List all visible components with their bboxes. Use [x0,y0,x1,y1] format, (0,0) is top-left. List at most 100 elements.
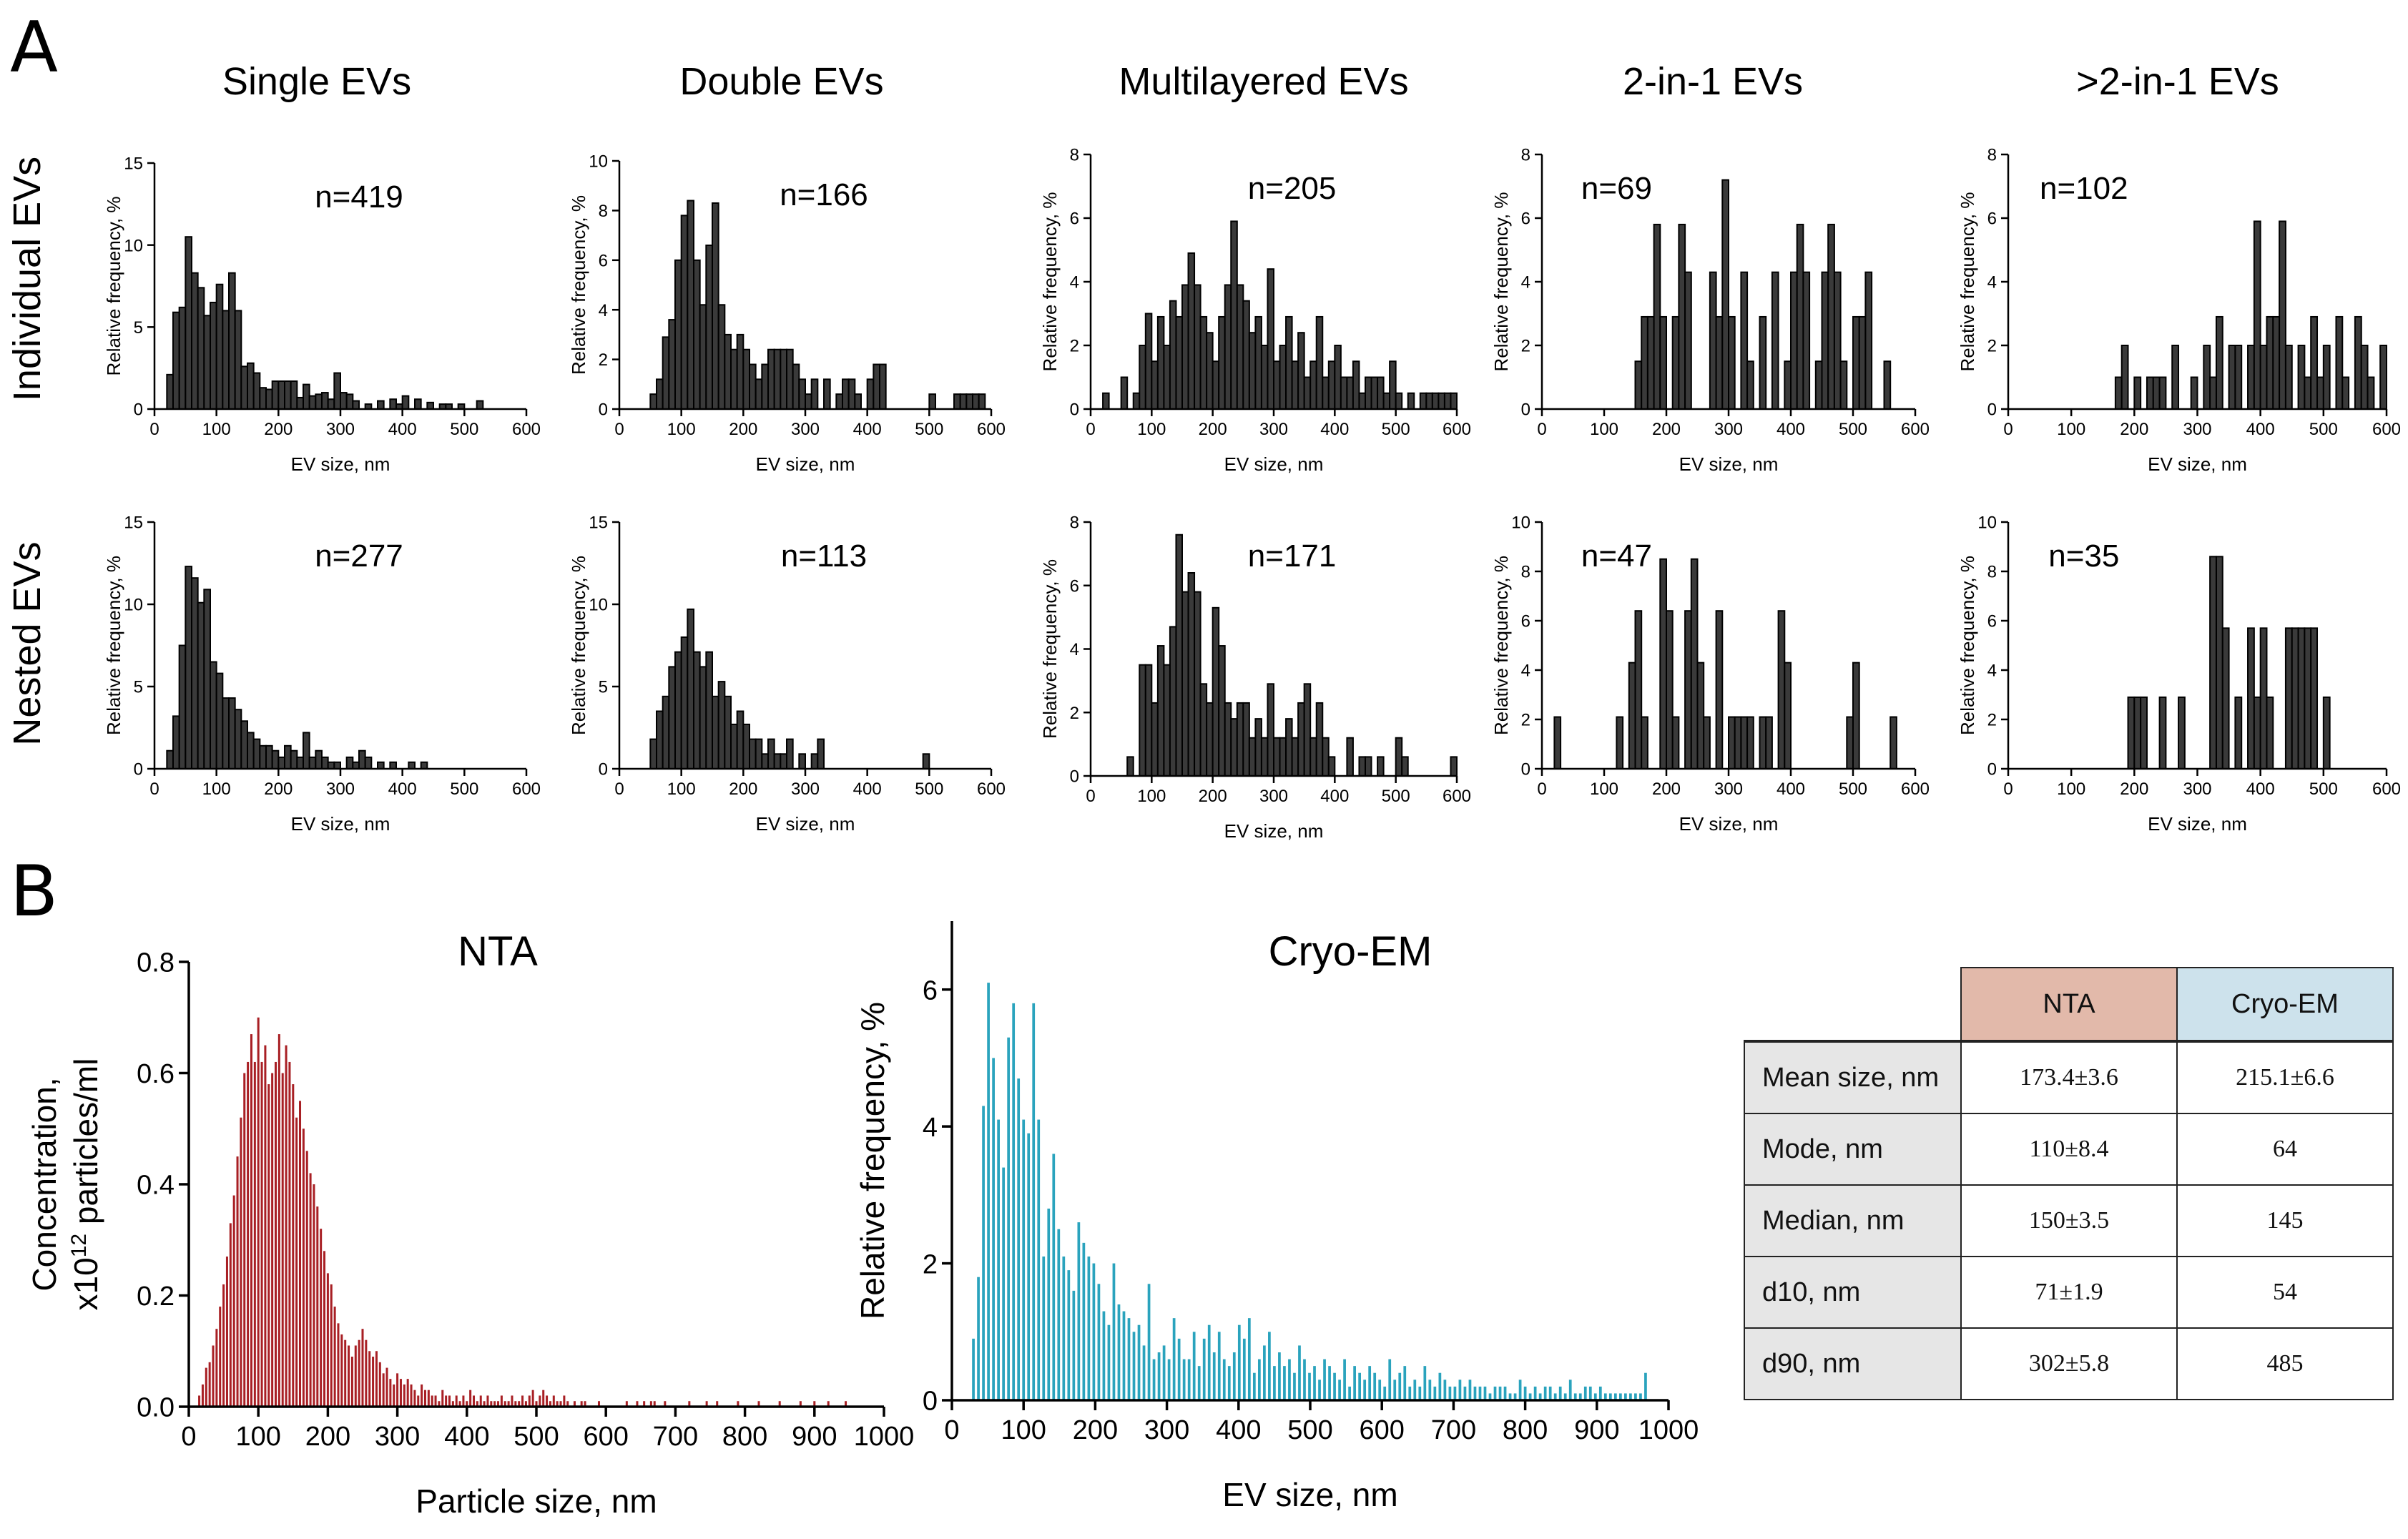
bar [210,661,217,770]
y-tick-label: 8 [1070,146,1079,165]
bar [1309,737,1317,777]
bar [705,651,714,770]
bar [2322,696,2331,770]
y-tick-label: 4 [923,1113,938,1143]
bar [479,1395,482,1407]
bar [1037,1119,1041,1400]
bar [656,710,664,770]
bar [767,738,775,770]
y-tick-label: 0 [1987,760,1997,780]
y-tick-label: 0 [134,400,143,420]
bar [1323,1359,1326,1400]
bar [1666,610,1674,770]
y-tick-label: 4 [1521,273,1530,292]
bar [1839,360,1848,410]
chart-gt2in1-nested: 0 100 200 300 400 500 600 0 2 4 6 8 10 EV size, nm Rel… [1957,513,2401,835]
x-tick-label: 0 [149,780,159,799]
bar [2152,376,2161,410]
bar [705,1401,708,1407]
bar [1132,392,1141,410]
bar [2379,345,2387,410]
bar [1067,1270,1071,1400]
bar [2310,627,2319,770]
x-tick-label: 200 [2120,420,2148,439]
bar [352,400,360,410]
bar [755,738,763,770]
bar [1194,284,1201,410]
bar [166,373,175,410]
bar [290,749,298,770]
bar [2133,696,2142,770]
bar [410,1384,413,1407]
bar [1709,271,1717,410]
y-axis-label-line1: Concentration, [26,1077,63,1291]
bar [1242,300,1250,410]
bar [680,215,689,410]
bar [323,1251,326,1407]
bar [1568,1380,1572,1400]
bar [531,1390,534,1407]
x-tick-label: 0 [2003,420,2013,439]
x-tick-label: 100 [1590,420,1618,439]
bar [1413,1380,1417,1400]
bar [305,1151,308,1407]
chart-multi-individual: 0 100 200 300 400 500 600 0 2 4 6 8 EV size, nm Relat… [1039,146,1471,475]
bar [1423,1366,1427,1400]
bar [2259,627,2268,770]
bar [798,753,806,770]
bar [693,651,701,770]
y-tick-label: 4 [1987,273,1997,292]
bar [625,1401,628,1407]
x-tick-label: 100 [202,780,231,799]
x-tick-label: 100 [1137,787,1166,806]
bar [352,761,360,770]
bar [2304,627,2312,770]
bar [1796,223,1804,410]
bar [817,738,825,770]
bar [982,1106,985,1400]
bar [375,1351,378,1407]
bar [680,636,689,770]
bar [1508,1393,1512,1400]
bar [445,1395,448,1407]
bar [1218,645,1226,777]
bar [2234,345,2243,410]
x-tick-label: 600 [1359,1415,1404,1445]
bar [1639,1393,1642,1400]
bar [1503,1386,1507,1400]
bar [1802,271,1811,410]
bar [1721,179,1730,410]
bar [2234,696,2243,770]
y-axis-label-exponent: 12 [67,1234,91,1257]
x-tick-label: 500 [1382,420,1410,439]
bar [1313,1366,1316,1400]
column-title-gt2in1: >2-in-1 EVs [2076,60,2279,103]
bar [1273,360,1281,410]
bar [1263,1345,1266,1400]
y-tick-label: 0.4 [137,1171,175,1201]
bar [1408,1386,1412,1400]
bar [361,1329,364,1407]
bar [1784,662,1792,770]
y-axis-label: Relative frequency, % [1039,559,1061,739]
sample-size-label: n=419 [315,180,403,215]
bar [749,738,757,770]
bar [2140,696,2148,770]
bar [1293,1372,1296,1400]
bar [1746,716,1754,770]
bar [333,1307,336,1407]
bar [1315,702,1324,777]
bar [1641,315,1648,410]
y-axis-label: Relative frequency, % [103,197,124,376]
bar [757,1401,760,1407]
bar [761,753,769,770]
bar [247,732,255,770]
bar [1338,1380,1341,1400]
y-tick-label: 10 [589,596,608,615]
bar [1684,271,1692,410]
bar [1157,1352,1161,1400]
bar [358,749,366,770]
x-tick-label: 500 [915,420,943,439]
bar [377,400,385,410]
